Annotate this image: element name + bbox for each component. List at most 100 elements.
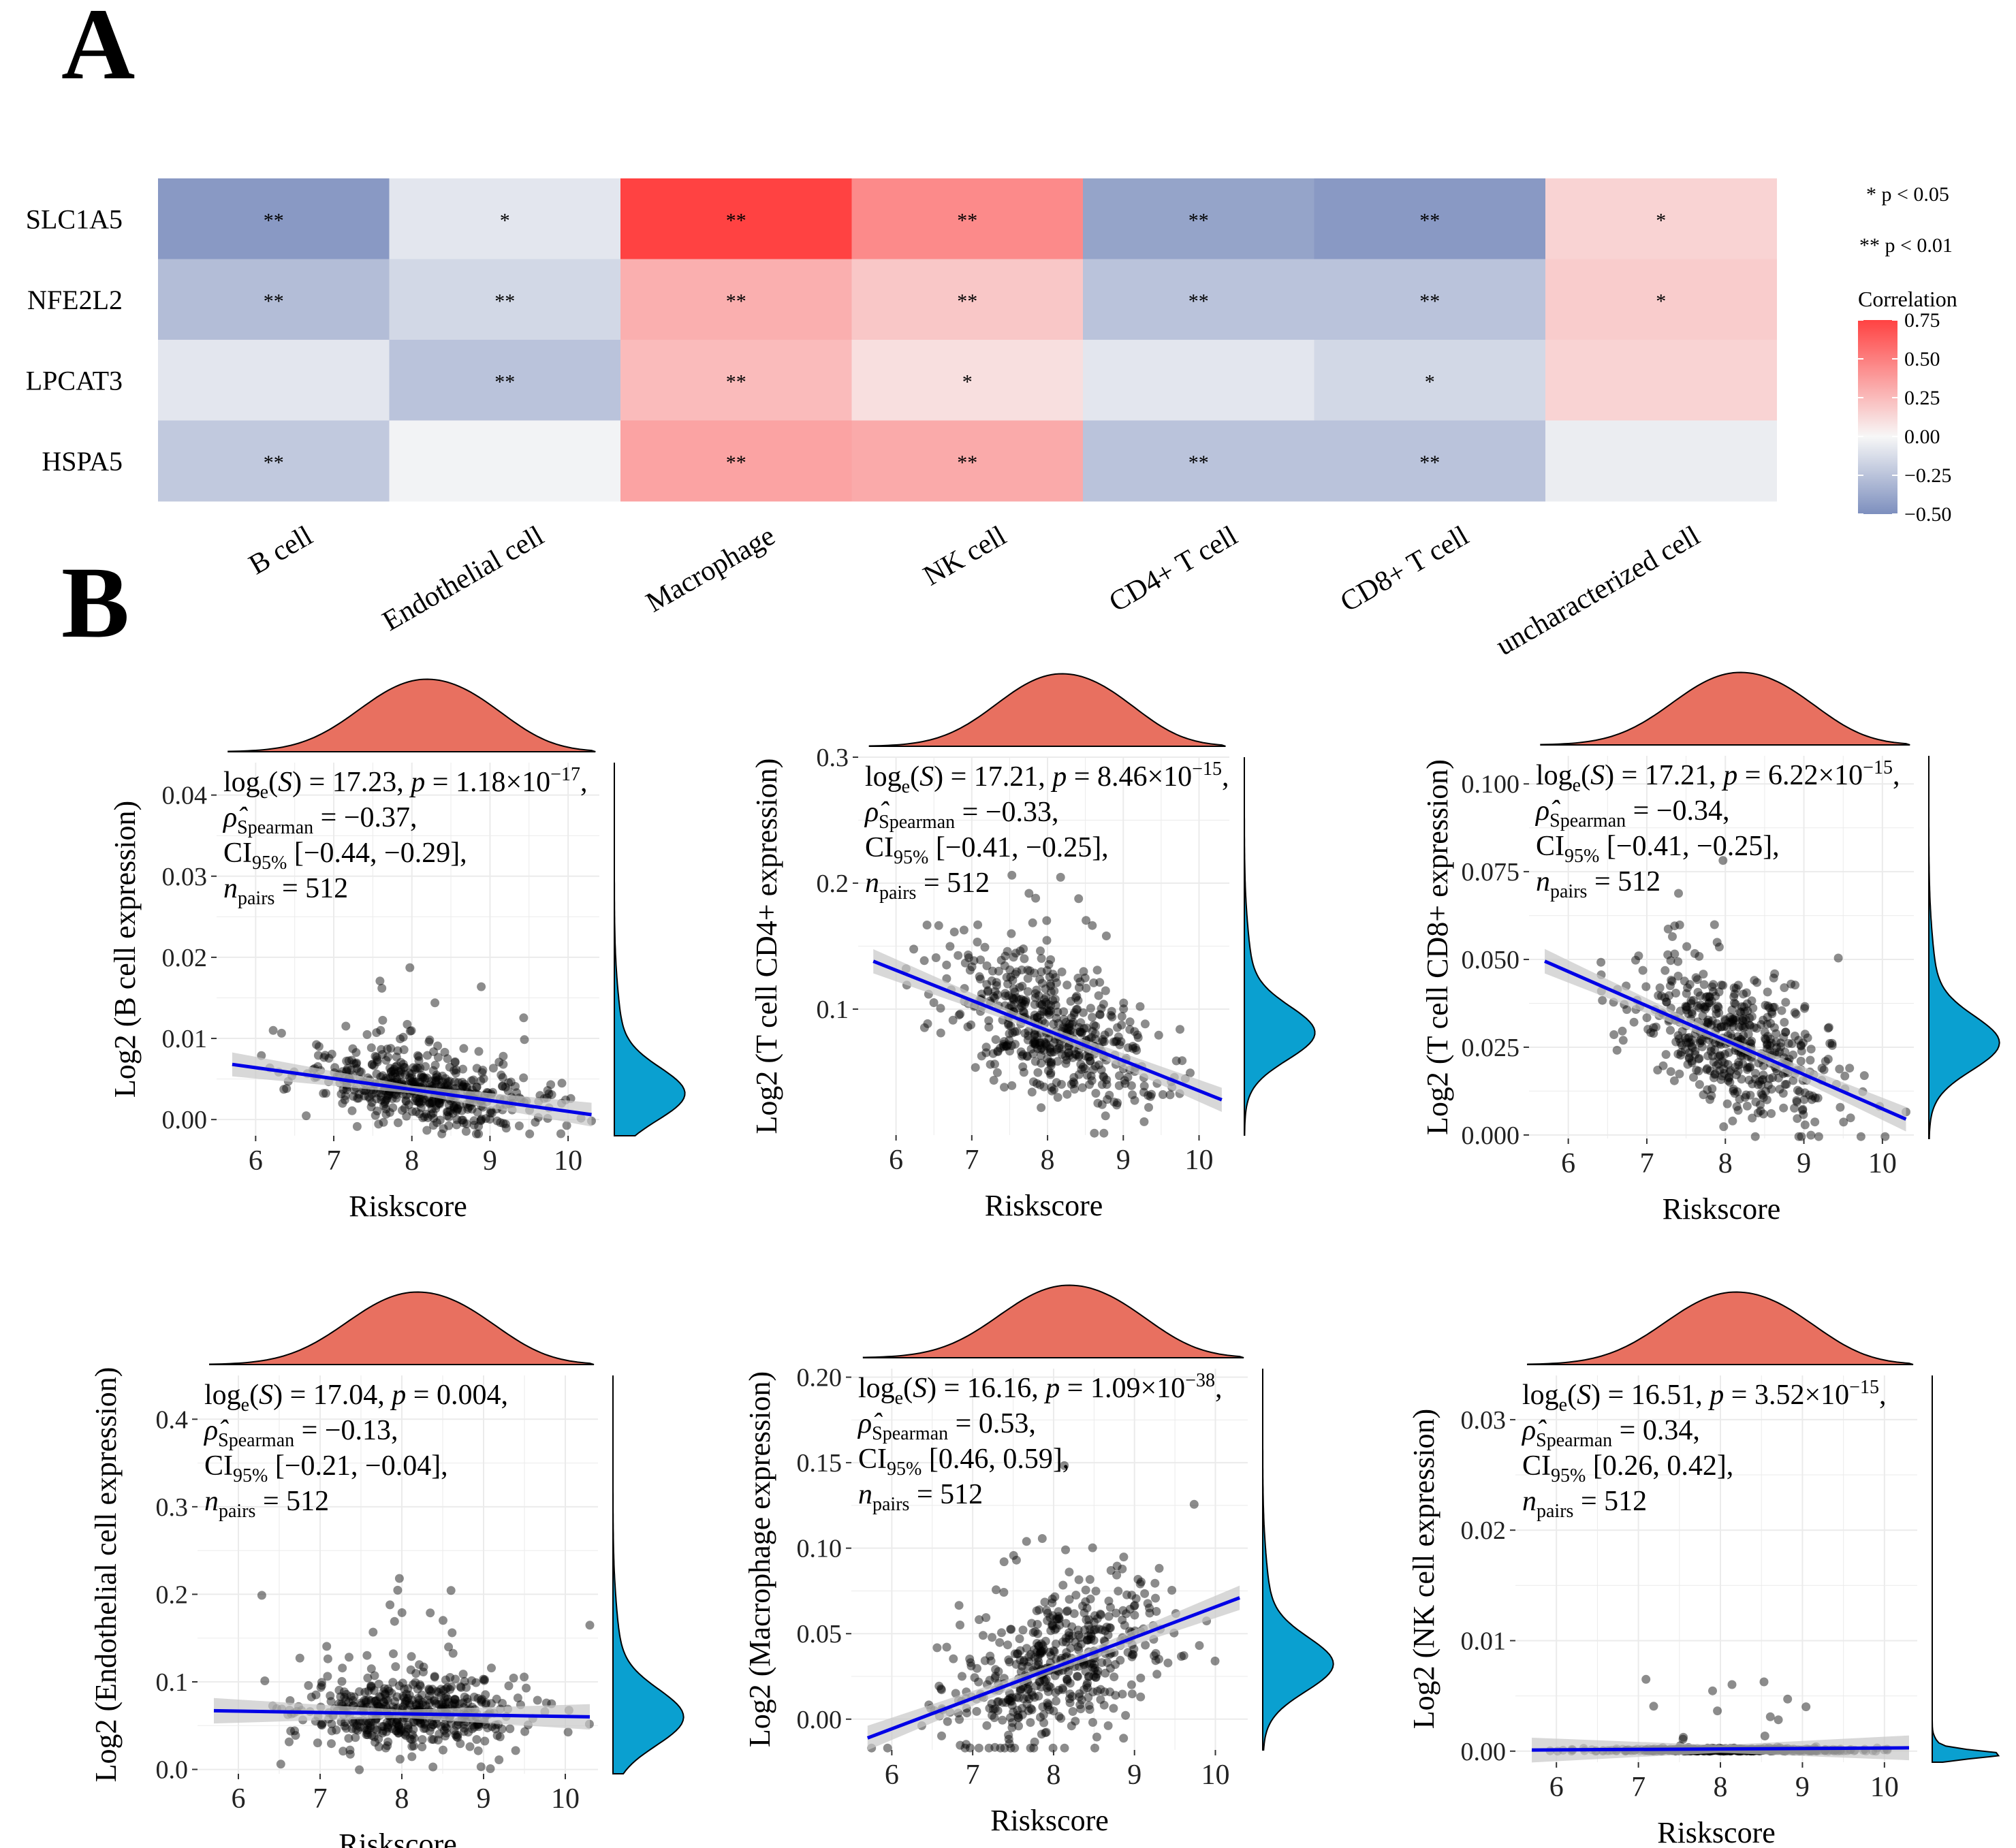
scatter-point <box>440 1693 450 1703</box>
scatter-point <box>1690 1050 1700 1060</box>
scatter-point <box>351 1733 360 1742</box>
scatter-point <box>1117 1012 1127 1021</box>
scatter-point <box>1710 1069 1720 1079</box>
scatter-point <box>1120 1076 1129 1085</box>
scatter-point <box>472 1083 482 1092</box>
scatter-point <box>1806 1045 1816 1054</box>
scatter-point <box>392 1052 401 1062</box>
scatter-point <box>342 1085 351 1094</box>
x-tick-label: 9 <box>1116 1145 1131 1176</box>
scatter-point <box>330 1063 340 1072</box>
scatter-point <box>1146 1092 1155 1101</box>
scatter-point <box>1145 1604 1154 1612</box>
scatter-point <box>1097 1658 1107 1668</box>
scatter-point <box>1782 1079 1791 1089</box>
scatter-point <box>1046 1061 1056 1070</box>
scatter-point <box>1080 1024 1088 1033</box>
scatter-point <box>1080 973 1090 983</box>
scatter-point <box>1695 1036 1705 1046</box>
heatmap-cell <box>620 259 852 340</box>
scatter-point <box>1106 1010 1116 1020</box>
scatter-point <box>450 1066 459 1075</box>
scatter-point <box>1041 998 1051 1007</box>
x-tick-label: 9 <box>483 1145 497 1177</box>
heatmap-cell <box>158 259 390 340</box>
scatter-point <box>311 1690 321 1700</box>
scatter-point <box>1009 953 1018 962</box>
scatter-point <box>1057 1050 1067 1059</box>
scatter-point <box>327 1049 336 1059</box>
scatter-point <box>403 1721 413 1730</box>
scatter-point <box>1061 1017 1071 1027</box>
scatter-point <box>494 1057 504 1067</box>
scatter-point <box>1712 1019 1722 1028</box>
scatter-point <box>407 1069 416 1079</box>
scatter-point <box>1026 1718 1035 1727</box>
scatter-point <box>431 1699 441 1708</box>
scatter-point <box>520 1035 529 1045</box>
scatter-point <box>1752 1023 1761 1033</box>
scatter-point <box>486 1106 496 1115</box>
scatter-point <box>993 1697 1003 1706</box>
scatter-point <box>1082 1070 1092 1080</box>
scatter-point <box>999 1588 1009 1597</box>
scatter-point <box>1103 1630 1113 1640</box>
scatter-point <box>1684 1038 1693 1047</box>
scatter-point <box>420 1719 430 1728</box>
scatter-point <box>1015 983 1024 992</box>
scatter-point <box>1733 981 1743 990</box>
scatter-point <box>455 1100 464 1110</box>
scatter-point <box>1022 1700 1032 1709</box>
scatter-point <box>447 1700 457 1710</box>
scatter-point <box>1084 1693 1093 1702</box>
heatmap-cell <box>389 340 621 421</box>
scatter-point <box>360 1092 369 1101</box>
scatter-point <box>408 1730 418 1740</box>
scatter-point <box>1673 1049 1683 1059</box>
scatter-point <box>367 1060 377 1069</box>
scatter-point <box>1705 992 1714 1002</box>
scatter-point <box>423 1113 432 1122</box>
scatter-point <box>1118 1615 1127 1625</box>
heatmap-significance: * <box>500 209 510 232</box>
scatter-point <box>361 1698 371 1707</box>
scatter-point <box>379 1687 388 1696</box>
scatter-point <box>419 1094 428 1104</box>
scatter-point <box>382 1718 392 1727</box>
scatter-point <box>1046 987 1056 997</box>
scatter-point <box>1052 1614 1061 1624</box>
heatmap-significance: * <box>1425 370 1435 393</box>
scatter-point <box>1699 1003 1708 1013</box>
scatter-point <box>1743 1006 1752 1016</box>
x-tick-label: 7 <box>327 1145 341 1177</box>
scatter-point <box>306 1692 316 1702</box>
scatter-point <box>413 1051 422 1060</box>
scatter-point <box>352 1121 362 1131</box>
scatter-point <box>1759 1061 1768 1070</box>
scatter-point <box>1716 981 1726 990</box>
scatter-point <box>992 981 1001 990</box>
scatter-point <box>499 1119 508 1128</box>
scatter-point <box>317 1721 327 1730</box>
stat-line-1: loge(S) = 16.16, p = 1.09×10−38, <box>858 1370 1222 1409</box>
scatter-point <box>326 1691 335 1700</box>
y-density <box>1928 756 2000 1139</box>
scatter-point <box>1065 1634 1074 1644</box>
scatter-point <box>1082 1680 1091 1690</box>
scatter-point <box>1043 1687 1053 1696</box>
scatter-point <box>392 1719 401 1728</box>
scatter-point <box>462 1694 472 1704</box>
scatter-point <box>411 1065 420 1074</box>
scatter-point <box>1024 1657 1034 1666</box>
scatter-point <box>1676 1038 1686 1047</box>
scatter-point <box>1037 1646 1046 1656</box>
x-tick-label: 6 <box>232 1783 246 1815</box>
scatter-point <box>1742 1090 1751 1100</box>
scatter-point <box>424 1685 434 1695</box>
scatter-point <box>1119 1734 1129 1743</box>
scatter-point <box>400 1063 409 1072</box>
scatter-point <box>1714 1060 1723 1069</box>
scatter-point <box>1046 1068 1056 1078</box>
scatter-point <box>1051 1000 1060 1010</box>
scatter-point <box>1037 1000 1047 1010</box>
